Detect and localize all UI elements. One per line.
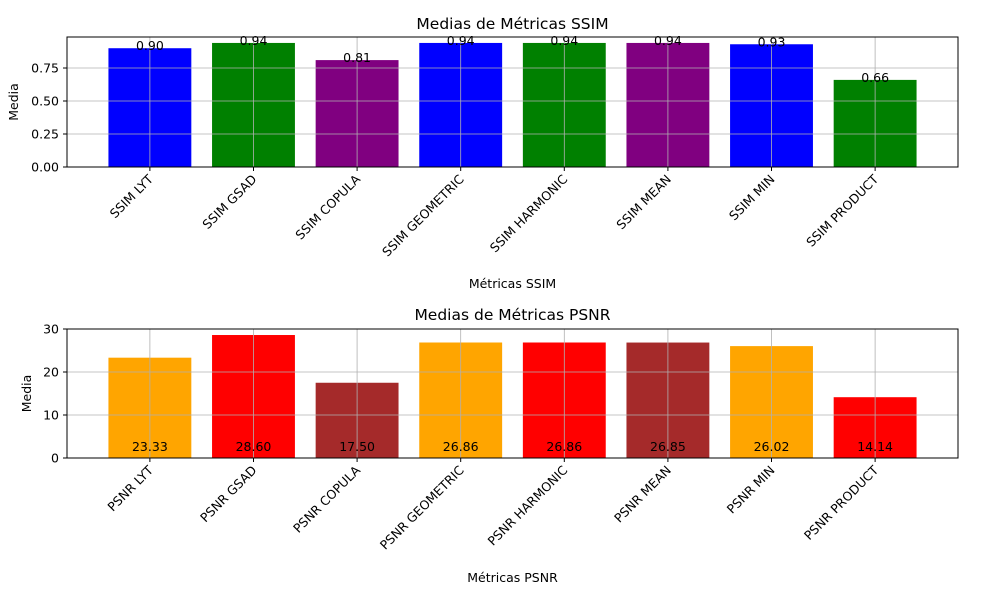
psnr-y-tick-label: 0	[51, 451, 59, 466]
ssim-y-tick-label: 0.25	[31, 127, 59, 142]
psnr-data-label: 26.02	[754, 439, 790, 454]
psnr-chart: 23.33 28.60 17.50 26.86 26.86 26.85 26.02 14.14…	[19, 306, 959, 585]
psnr-x-tick-label: PSNR LYT	[104, 462, 156, 514]
psnr-data-label: 26.86	[443, 439, 479, 454]
psnr-x-tick-label: PSNR COPULA	[290, 462, 364, 536]
ssim-data-label: 0.90	[136, 38, 164, 53]
ssim-chart-title: Medias de Métricas SSIM	[416, 15, 608, 33]
ssim-data-label: 0.81	[343, 50, 371, 65]
ssim-y-axis-label: Media	[6, 83, 21, 121]
ssim-x-tick-label: SSIM COPULA	[292, 171, 363, 242]
ssim-data-label: 0.94	[654, 33, 682, 48]
ssim-data-label: 0.66	[861, 70, 889, 85]
ssim-x-tick-label: SSIM GSAD	[199, 172, 259, 232]
psnr-data-label: 14.14	[857, 439, 893, 454]
psnr-y-tick-label: 30	[43, 322, 59, 337]
ssim-x-tick-label: SSIM PRODUCT	[803, 171, 881, 249]
ssim-chart: 0.90 0.94 0.81 0.94 0.94 0.94 0.93 0.66 0.00 0.25…	[6, 15, 959, 291]
psnr-axes-frame	[66, 328, 959, 459]
psnr-x-tick-label: PSNR MEAN	[611, 463, 674, 526]
psnr-x-tick-label: PSNR PRODUCT	[801, 462, 882, 543]
psnr-data-label: 28.60	[236, 439, 272, 454]
ssim-x-tick-label: SSIM MIN	[726, 172, 778, 224]
ssim-y-tick-label: 0.50	[31, 94, 59, 109]
ssim-data-label: 0.94	[550, 33, 578, 48]
ssim-x-tick-label: SSIM GEOMETRIC	[379, 171, 467, 259]
psnr-x-axis-label: Métricas PSNR	[467, 570, 558, 585]
ssim-x-tick-label: SSIM LYT	[107, 171, 157, 221]
psnr-y-tick-label: 10	[43, 408, 59, 423]
psnr-x-tick-label: PSNR MIN	[724, 463, 778, 517]
psnr-y-tick-label: 20	[43, 365, 59, 380]
ssim-data-label: 0.94	[447, 33, 475, 48]
psnr-x-tick-label: PSNR GEOMETRIC	[377, 462, 467, 552]
psnr-y-axis-label: Media	[19, 375, 34, 413]
psnr-chart-title: Medias de Métricas PSNR	[414, 306, 610, 324]
ssim-x-axis-label: Métricas SSIM	[469, 276, 556, 291]
ssim-data-label: 0.93	[758, 34, 786, 49]
psnr-x-tick-label: PSNR HARMONIC	[484, 462, 570, 548]
ssim-x-tick-label: SSIM MEAN	[613, 172, 674, 233]
ssim-y-tick-label: 0.00	[31, 160, 59, 175]
psnr-data-label: 26.85	[650, 439, 686, 454]
psnr-data-label: 26.86	[546, 439, 582, 454]
ssim-axes-frame	[66, 36, 959, 168]
ssim-x-tick-label: SSIM HARMONIC	[487, 171, 571, 255]
psnr-data-label: 17.50	[339, 439, 375, 454]
ssim-data-label: 0.94	[240, 33, 268, 48]
psnr-x-tick-label: PSNR GSAD	[197, 463, 260, 526]
ssim-y-tick-label: 0.75	[31, 61, 59, 76]
psnr-data-label: 23.33	[132, 439, 168, 454]
